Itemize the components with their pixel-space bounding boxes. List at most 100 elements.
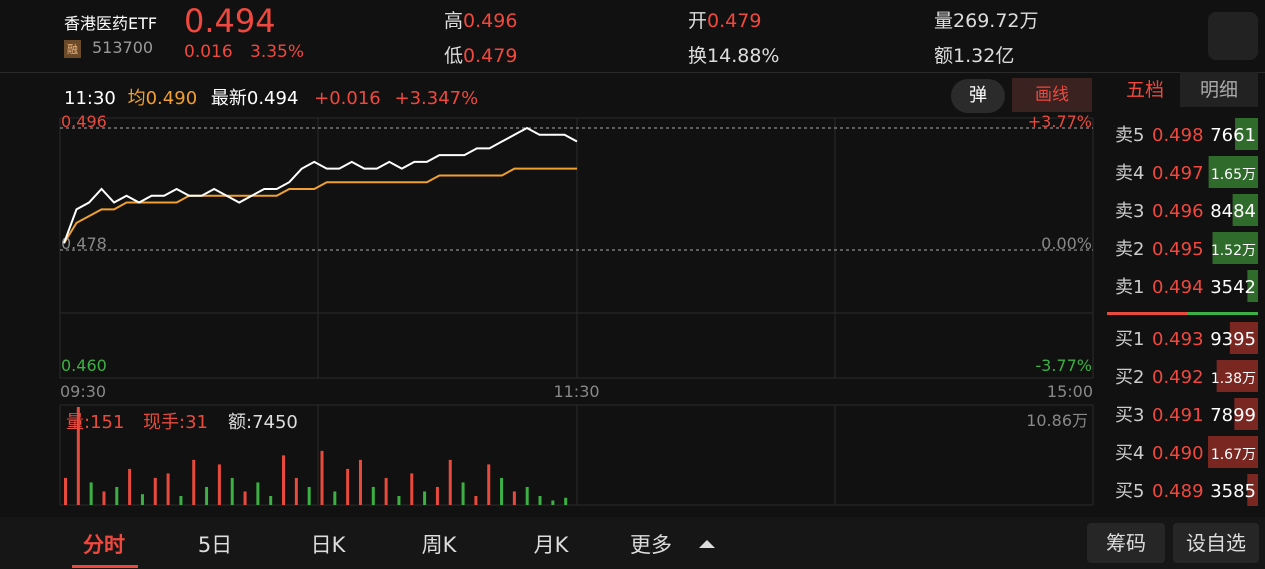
tab[interactable]: 五档 <box>1126 79 1164 101</box>
level: 买1 <box>1115 329 1144 350</box>
level-price: 0.496 <box>1152 201 1204 222</box>
level-price: 0.491 <box>1152 405 1204 426</box>
level-volume: 1.65万 <box>1211 167 1256 183</box>
volume-bar <box>269 495 273 505</box>
volume-bar <box>320 450 324 505</box>
x-tick-label: 09:30 <box>60 382 106 401</box>
draw-button[interactable]: 画线 <box>1012 78 1092 112</box>
level: 卖5 <box>1115 125 1144 146</box>
pct-label: +3.77% <box>1028 112 1092 131</box>
volume-bar <box>166 473 170 505</box>
volume-bar <box>179 495 183 505</box>
tab[interactable]: 5日 <box>197 533 233 557</box>
label: 量 <box>934 10 954 32</box>
y-tick-label: 0.460 <box>61 356 107 375</box>
level: 买5 <box>1115 481 1144 502</box>
level-price: 0.495 <box>1152 239 1204 260</box>
level-price: 0.497 <box>1152 163 1204 184</box>
tab-underline <box>72 565 138 568</box>
volume-bar <box>307 486 311 505</box>
level: 卖2 <box>1115 239 1144 260</box>
volume-bar <box>346 468 350 505</box>
depth-bar <box>1216 360 1258 392</box>
more-arrow[interactable] <box>699 539 715 549</box>
level: 买4 <box>1115 443 1144 464</box>
level: 卖3 <box>1115 201 1144 222</box>
label: 额 <box>934 45 954 67</box>
volume-bar <box>487 464 491 505</box>
hand-label: 现手:31 <box>143 412 208 433</box>
depth-bar <box>1235 118 1258 150</box>
volume-bar <box>89 482 93 505</box>
volume-bar <box>371 486 375 505</box>
avg: 0.490 <box>145 88 198 109</box>
level-price: 0.489 <box>1152 481 1204 502</box>
volume-bar <box>128 468 132 505</box>
tag: 融 <box>64 40 81 58</box>
tab[interactable]: 分时 <box>83 533 125 557</box>
volume-bar <box>461 482 465 505</box>
pct: 3.35% <box>250 42 305 62</box>
tab[interactable]: 明细 <box>1200 79 1238 101</box>
volume-bar <box>282 455 286 505</box>
tab[interactable]: 日K <box>310 533 346 557</box>
button[interactable]: 筹码 <box>1087 523 1165 563</box>
tab[interactable]: 周K <box>421 533 457 557</box>
value: 269.72万 <box>953 10 1039 32</box>
volume-bar <box>500 477 504 505</box>
change: 0.016 <box>184 42 233 62</box>
volume-bar <box>384 477 388 505</box>
bottom-bar: 分时 5日 日K 周K 月K 更多 筹码 设自选 <box>0 517 1265 569</box>
tab[interactable]: 月K <box>533 533 569 557</box>
level-volume: 3542 <box>1210 277 1256 298</box>
level-price: 0.492 <box>1152 367 1204 388</box>
volume-bar <box>333 491 337 505</box>
button[interactable]: 设自选 <box>1173 523 1259 563</box>
level-price: 0.494 <box>1152 277 1204 298</box>
change: +0.016 <box>314 88 381 109</box>
avg-line <box>63 167 577 244</box>
depth-bar <box>1232 194 1258 226</box>
label: 低 <box>444 45 464 67</box>
volume-bar <box>525 486 529 505</box>
depth-bar <box>1212 232 1258 264</box>
volume-bar <box>64 477 67 505</box>
value: 0.479 <box>463 45 518 67</box>
volume-bar <box>423 491 427 505</box>
rotate-button[interactable] <box>1208 12 1258 60</box>
latest-label: 最新 <box>210 88 247 109</box>
level-price: 0.498 <box>1152 125 1204 146</box>
volume-bar <box>192 459 196 505</box>
volume-bar <box>205 486 209 505</box>
volume-bar <box>448 459 452 505</box>
label: 开 <box>688 10 708 32</box>
level-volume: 3585 <box>1210 481 1256 502</box>
stock-name: 香港医药ETF <box>64 14 158 33</box>
volume-bar <box>410 473 414 505</box>
x-tick-label: 11:30 <box>553 382 599 401</box>
arrow <box>699 540 715 548</box>
level: 卖1 <box>1115 277 1144 298</box>
y-tick-label: 0.478 <box>61 234 107 253</box>
vol-label: 量:151 <box>66 412 124 433</box>
volume-bar <box>230 477 234 505</box>
value: 14.88% <box>707 45 780 67</box>
volume-bar <box>512 491 516 505</box>
level-price: 0.493 <box>1152 329 1204 350</box>
volume-bar <box>397 495 401 505</box>
latest: 0.494 <box>246 88 299 109</box>
value: 1.32亿 <box>953 45 1015 67</box>
divider <box>0 72 1265 73</box>
split-green <box>1187 312 1258 315</box>
popup-button[interactable]: 弹 <box>951 79 1005 113</box>
level-volume: 1.38万 <box>1211 371 1256 387</box>
level-volume: 1.67万 <box>1211 447 1256 463</box>
tab[interactable]: 更多 <box>630 533 672 557</box>
y-tick-label: 0.496 <box>61 112 107 131</box>
level-volume: 1.52万 <box>1211 243 1256 259</box>
code: 513700 <box>92 38 154 57</box>
volume-bar <box>358 459 362 505</box>
volume-bar <box>153 477 157 505</box>
depth-bar <box>1208 436 1258 468</box>
level-volume: 7899 <box>1210 405 1256 426</box>
